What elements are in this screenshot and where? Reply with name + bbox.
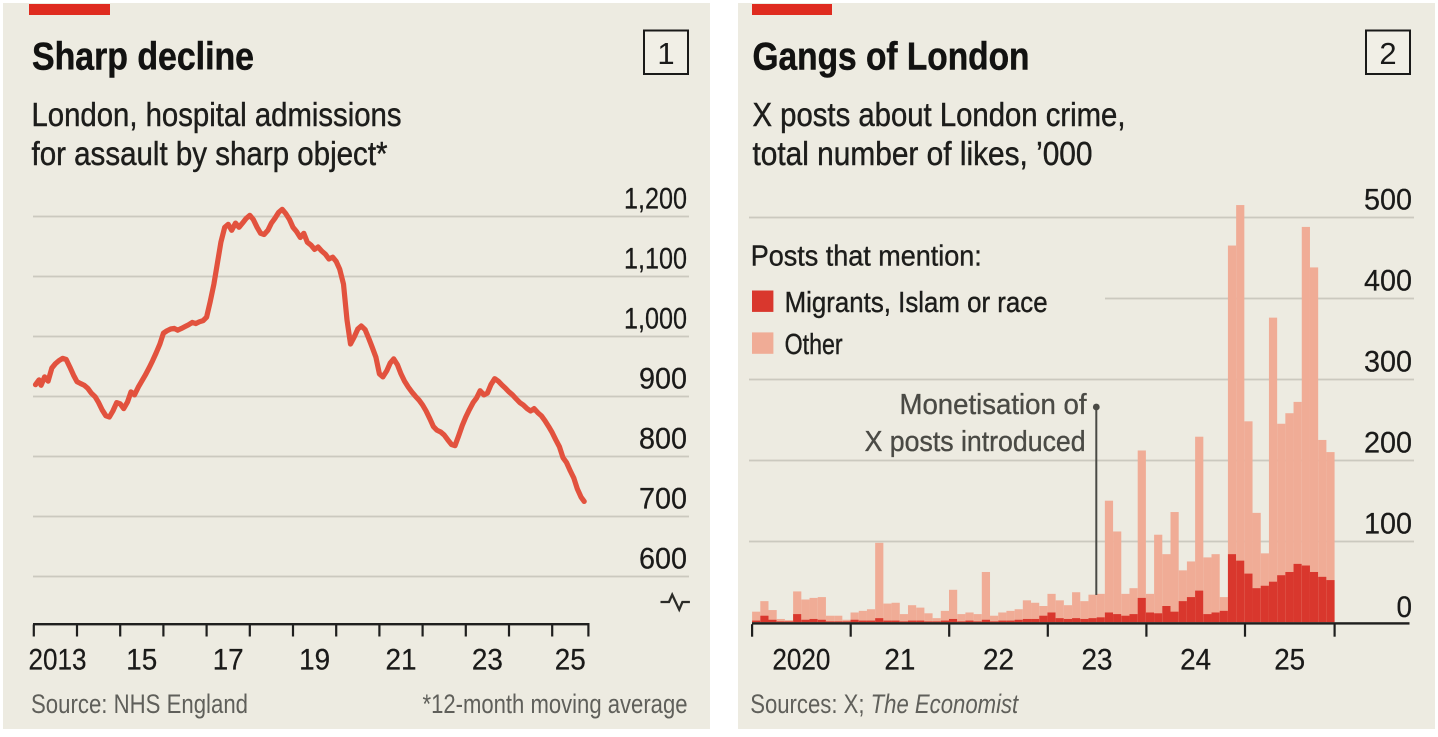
svg-text:Migrants, Islam or race: Migrants, Islam or race (785, 287, 1048, 319)
svg-text:Sharp decline: Sharp decline (32, 36, 254, 79)
svg-text:*12-month moving average: *12-month moving average (423, 689, 688, 719)
svg-text:300: 300 (1364, 346, 1412, 379)
svg-text:800: 800 (639, 423, 687, 456)
svg-text:total number of likes, ’000: total number of likes, ’000 (753, 135, 1093, 172)
svg-text:Gangs of London: Gangs of London (753, 36, 1030, 79)
svg-text:600: 600 (639, 543, 687, 576)
svg-text:21: 21 (884, 644, 915, 677)
svg-text:1: 1 (657, 36, 674, 71)
svg-text:for assault by sharp object*: for assault by sharp object* (32, 135, 388, 172)
svg-text:23: 23 (1082, 644, 1113, 677)
svg-text:23: 23 (472, 644, 503, 677)
svg-text:24: 24 (1180, 644, 1211, 677)
svg-text:19: 19 (299, 644, 330, 677)
svg-text:Source: NHS England: Source: NHS England (31, 689, 248, 719)
svg-text:X posts introduced: X posts introduced (865, 426, 1086, 458)
svg-text:0: 0 (1397, 591, 1413, 624)
svg-text:500: 500 (1364, 184, 1412, 217)
svg-text:15: 15 (126, 644, 157, 677)
svg-text:Other: Other (785, 329, 843, 361)
svg-text:2020: 2020 (772, 644, 830, 677)
svg-text:2013: 2013 (29, 644, 87, 677)
svg-text:Sources: X; The Economist: Sources: X; The Economist (750, 689, 1019, 719)
svg-text:1,200: 1,200 (624, 183, 687, 216)
svg-text:Monetisation of: Monetisation of (900, 389, 1087, 421)
svg-text:25: 25 (555, 644, 586, 677)
svg-text:21: 21 (386, 644, 417, 677)
svg-text:X posts about London crime,: X posts about London crime, (753, 96, 1126, 133)
svg-text:London, hospital admissions: London, hospital admissions (32, 96, 402, 133)
svg-text:700: 700 (639, 483, 687, 516)
svg-text:900: 900 (639, 363, 687, 396)
svg-text:25: 25 (1274, 644, 1305, 677)
svg-text:1,100: 1,100 (624, 243, 687, 276)
svg-text:200: 200 (1364, 427, 1412, 460)
svg-text:Posts that mention:: Posts that mention: (751, 240, 982, 272)
svg-text:17: 17 (213, 644, 244, 677)
svg-text:400: 400 (1364, 265, 1412, 298)
svg-text:22: 22 (983, 644, 1014, 677)
svg-text:100: 100 (1364, 508, 1412, 541)
svg-text:2: 2 (1379, 36, 1396, 71)
svg-text:1,000: 1,000 (624, 303, 687, 336)
